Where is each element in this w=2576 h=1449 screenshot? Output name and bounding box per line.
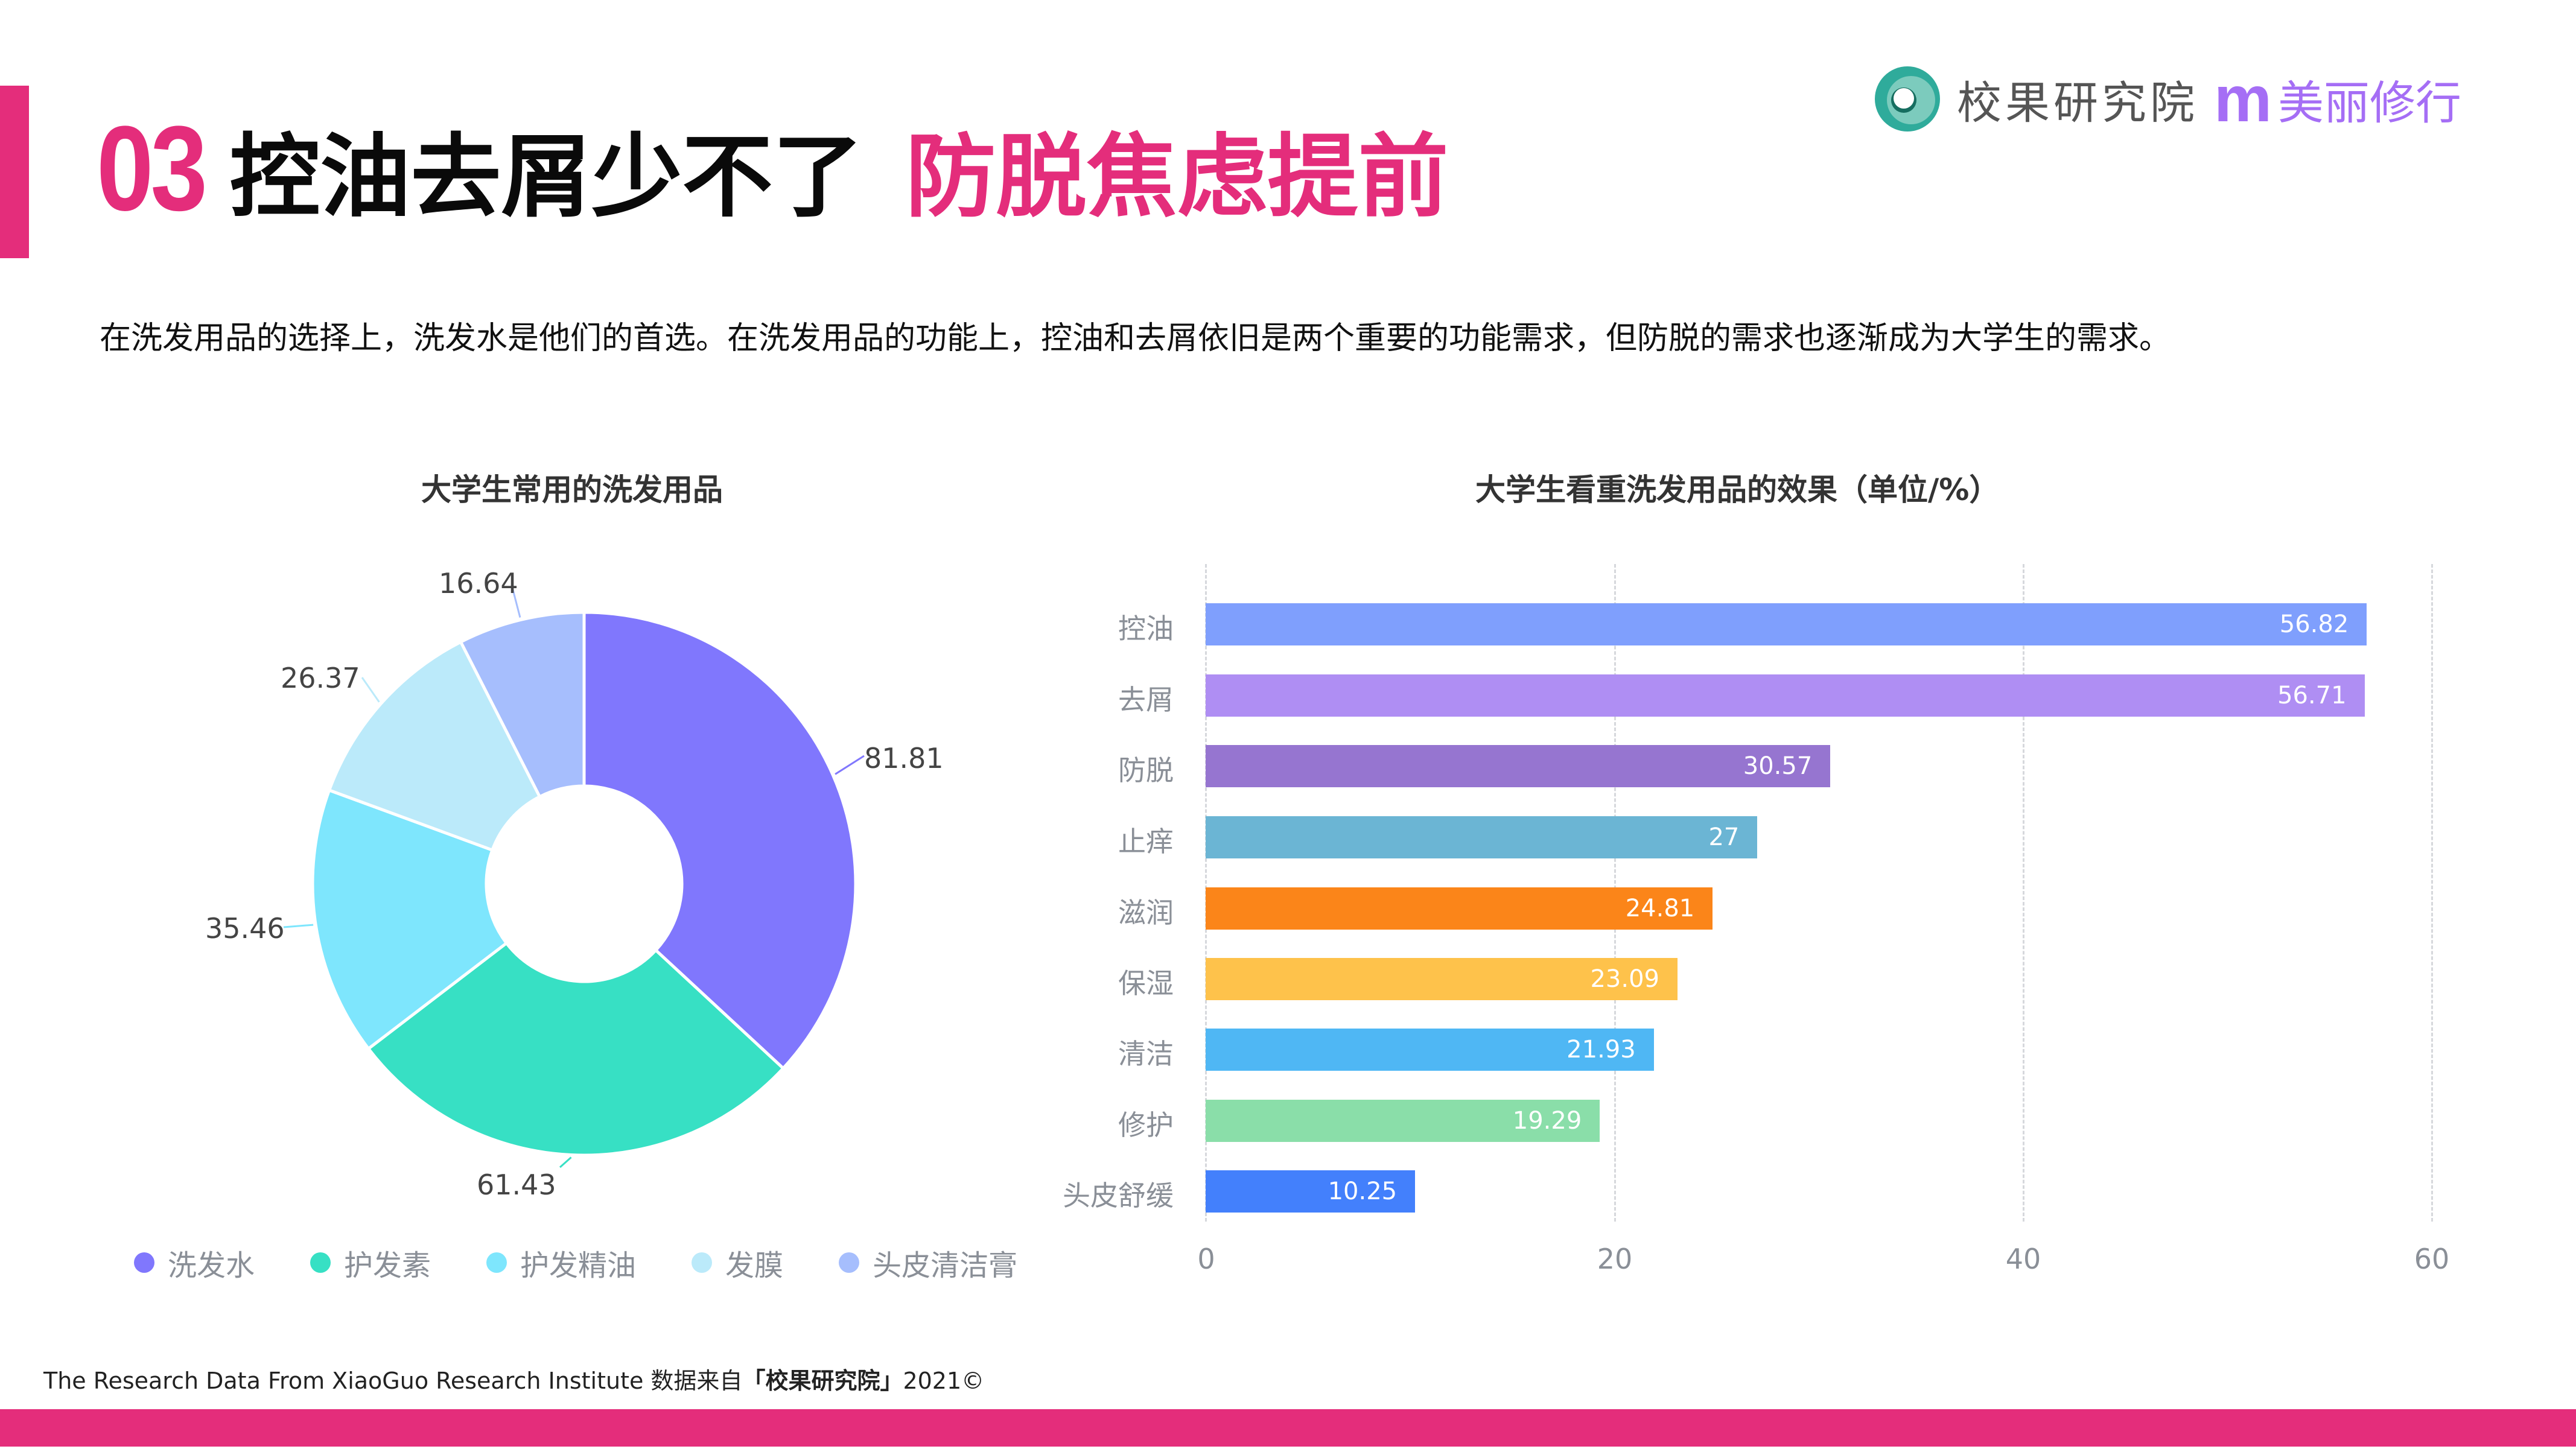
- page-subtitle: 在洗发用品的选择上，洗发水是他们的首选。在洗发用品的功能上，控油和去屑依旧是两个…: [100, 320, 2171, 357]
- y-label-cleanse: 清洁: [1118, 1038, 1174, 1070]
- partner-name: 美丽修行: [2278, 76, 2462, 130]
- donut-slices: [311, 610, 857, 1157]
- donut-slice[interactable]: [366, 940, 786, 1157]
- partner-mark-icon: m: [2214, 62, 2272, 135]
- y-label-anti-dandruff: 去屑: [1118, 683, 1174, 716]
- x-tick-60: 60: [2414, 1243, 2450, 1275]
- bar-value: 10.25: [1328, 1178, 1398, 1205]
- grid-line-40: [2023, 564, 2024, 1222]
- leader-line: [361, 677, 380, 703]
- bar-oil-control[interactable]: 56.82: [1206, 603, 2367, 645]
- y-label-anti-itch: 止痒: [1118, 825, 1174, 858]
- y-label-moisturize: 保湿: [1118, 967, 1174, 1000]
- bar-value: 30.57: [1743, 752, 1813, 780]
- legend-label: 头皮清洁膏: [873, 1249, 1018, 1283]
- bar-value: 23.09: [1590, 965, 1659, 993]
- bar-value: 24.81: [1625, 895, 1695, 922]
- leader-line: [835, 755, 865, 775]
- x-tick-0: 0: [1197, 1243, 1215, 1275]
- y-label-nourish: 滋润: [1118, 896, 1174, 929]
- donut-leader-lines: [283, 585, 865, 1168]
- donut-slice[interactable]: [311, 788, 509, 1051]
- y-label-oil-control: 控油: [1118, 612, 1174, 645]
- brand-logo: 校果研究院 m 美丽修行: [1874, 65, 2461, 133]
- legend-item-hair-oil[interactable]: 护发精油: [486, 1241, 636, 1284]
- bar-value: 56.71: [2277, 682, 2347, 709]
- xiaoguo-logo-icon: [1875, 66, 1940, 132]
- source-footer: The Research Data From XiaoGuo Research …: [43, 1362, 984, 1395]
- bar-value: 27: [1708, 823, 1740, 851]
- donut-label-hair-mask: 26.37: [281, 662, 360, 694]
- legend-label: 护发素: [344, 1249, 431, 1283]
- bar-value: 21.93: [1566, 1036, 1636, 1064]
- grid-line-60: [2431, 564, 2433, 1222]
- legend-dot-icon: [839, 1252, 860, 1273]
- bar-value: 19.29: [1512, 1107, 1582, 1135]
- page-title: 03 控油去屑少不了 防脱焦虑提前: [97, 101, 1449, 236]
- legend-dot-icon: [486, 1252, 507, 1273]
- legend-label: 发膜: [725, 1249, 784, 1283]
- legend-label: 洗发水: [168, 1249, 255, 1283]
- legend-dot-icon: [310, 1252, 331, 1273]
- title-primary: 控油去屑少不了: [229, 124, 863, 230]
- bar-chart-title: 大学生看重洗发用品的效果（单位/%）: [1475, 472, 2000, 507]
- bar-scalp-soothing[interactable]: 10.25: [1206, 1170, 1416, 1213]
- donut-label-scalp-cleanser: 16.64: [439, 567, 518, 600]
- bar-chart: 0 20 40 60 控油 56.82 去屑 56.71 防脱 30.57 止痒…: [1063, 564, 2450, 1275]
- bar-cleanse[interactable]: 21.93: [1206, 1029, 1654, 1071]
- leader-line: [559, 1156, 572, 1168]
- section-number: 03: [97, 101, 208, 236]
- legend-dot-icon: [692, 1252, 713, 1273]
- legend-item-washing[interactable]: 洗发水: [134, 1241, 255, 1284]
- donut-label-hair-oil: 35.46: [205, 912, 285, 945]
- y-label-scalp-soothing: 头皮舒缓: [1063, 1179, 1174, 1212]
- legend-dot-icon: [134, 1252, 154, 1273]
- leader-line: [510, 585, 521, 618]
- bottom-band: [0, 1409, 2576, 1447]
- x-tick-40: 40: [2005, 1243, 2041, 1275]
- bar-nourish[interactable]: 24.81: [1206, 887, 1713, 930]
- bar-anti-dandruff[interactable]: 56.71: [1206, 674, 2365, 717]
- bar-anti-itch[interactable]: 27: [1206, 816, 1758, 858]
- y-label-anti-hairloss: 防脱: [1118, 754, 1174, 787]
- donut-chart-title: 大学生常用的洗发用品: [421, 472, 723, 507]
- legend-item-conditioner[interactable]: 护发素: [310, 1241, 431, 1284]
- bar-value: 56.82: [2279, 610, 2349, 638]
- bar-repair[interactable]: 19.29: [1206, 1100, 1600, 1142]
- legend-item-scalp-cleanser[interactable]: 头皮清洁膏: [839, 1241, 1017, 1284]
- footer-prefix: The Research Data From XiaoGuo Research …: [43, 1368, 743, 1394]
- donut-label-washing: 81.81: [864, 742, 944, 775]
- bar-moisturize[interactable]: 23.09: [1206, 958, 1678, 1000]
- footer-source: 「校果研究院」: [742, 1368, 903, 1394]
- y-label-repair: 修护: [1118, 1109, 1174, 1141]
- footer-suffix: 2021©: [903, 1368, 985, 1394]
- donut-legend: 洗发水 护发素 护发精油 发膜 头皮清洁膏: [134, 1241, 1073, 1284]
- legend-item-hair-mask[interactable]: 发膜: [692, 1241, 783, 1284]
- donut-chart: [283, 585, 865, 1168]
- org-name: 校果研究院: [1957, 77, 2198, 129]
- accent-bar: [0, 86, 29, 258]
- donut-label-conditioner: 61.43: [477, 1168, 556, 1201]
- x-tick-20: 20: [1597, 1243, 1633, 1275]
- legend-label: 护发精油: [520, 1249, 637, 1283]
- title-highlight: 防脱焦虑提前: [905, 124, 1449, 230]
- leader-line: [283, 924, 314, 928]
- donut-slice[interactable]: [459, 610, 586, 799]
- donut-slice[interactable]: [582, 610, 857, 1071]
- bar-anti-hairloss[interactable]: 30.57: [1206, 745, 1831, 787]
